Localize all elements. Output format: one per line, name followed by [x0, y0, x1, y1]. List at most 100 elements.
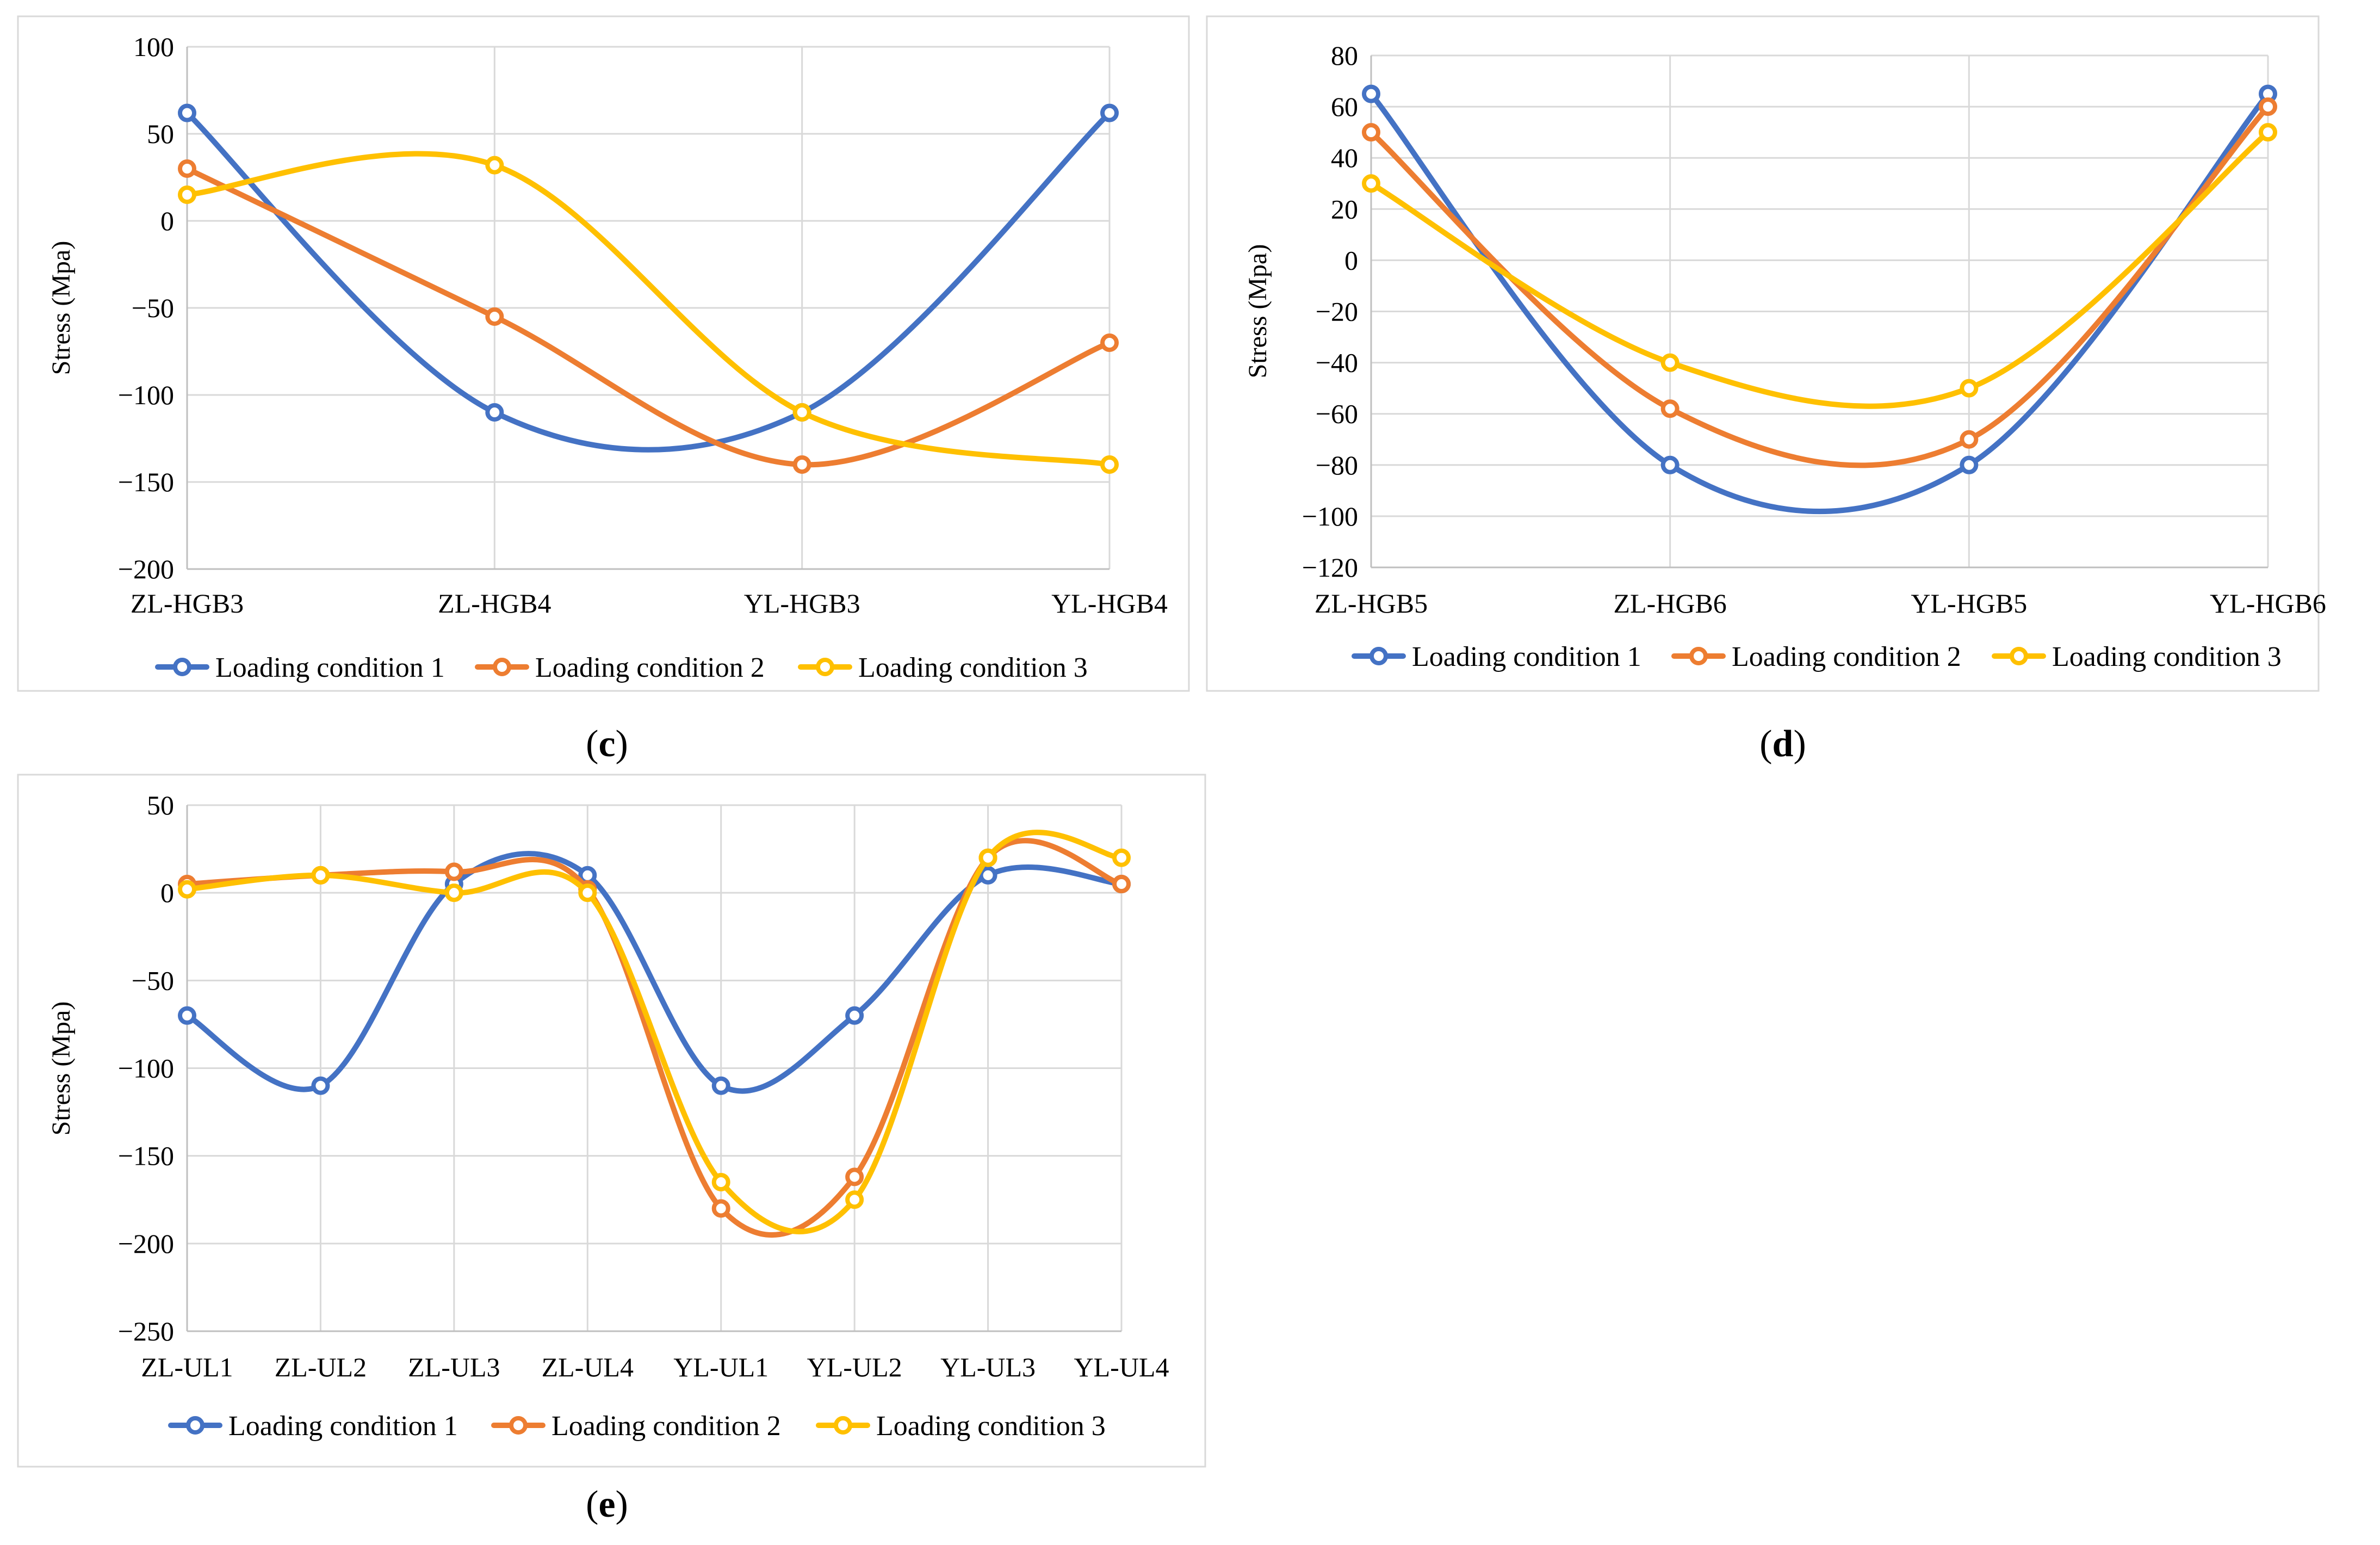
y-tick-label: 100: [133, 32, 174, 62]
y-tick-label: −200: [118, 1228, 174, 1259]
y-tick-label: −50: [132, 293, 174, 323]
data-point: [178, 103, 196, 122]
y-tick-label: 50: [147, 790, 174, 820]
series-line: [184, 151, 1112, 467]
data-point: [444, 883, 463, 903]
data-point: [792, 455, 811, 474]
data-point: [1660, 353, 1679, 372]
legend-label: Loading condition 2: [535, 652, 765, 683]
x-tick-label: YL-HGB6: [2210, 588, 2326, 619]
data-point: [578, 883, 597, 903]
y-tick-label: −100: [118, 380, 174, 410]
y-tick-label: 80: [1331, 40, 1358, 71]
legend-label: Loading condition 1: [228, 1411, 458, 1442]
legend-label: Loading condition 3: [876, 1411, 1106, 1442]
series-loading-condition-3: [178, 151, 1119, 474]
data-point: [485, 156, 504, 175]
y-tick-label: 20: [1331, 194, 1358, 224]
y-tick-label: −50: [132, 965, 174, 996]
chart-panel-e: 50 0 −50 −100 −150 −200 −250 ZL-UL1 ZL-UL2 ZL-UL3…: [17, 774, 1206, 1468]
data-point: [444, 862, 463, 881]
data-point: [178, 186, 196, 204]
data-point: [1960, 379, 1979, 398]
chart-panel-c: 100 50 0 −50 −100 −150 −200 ZL-HGB3 ZL-HGB4 YL-HG…: [17, 15, 1190, 692]
panel-caption: (d): [1759, 723, 1806, 765]
series-loading-condition-2: [178, 159, 1119, 474]
legend-swatch-marker: [509, 1416, 528, 1435]
legend-label: Loading condition 3: [2052, 641, 2282, 672]
data-point: [311, 866, 330, 885]
y-tick-label: −200: [118, 554, 174, 584]
y-tick-label: 0: [1344, 245, 1358, 275]
x-tick-label: YL-HGB3: [744, 588, 860, 619]
series-line: [1368, 104, 2271, 468]
data-point: [845, 1006, 864, 1025]
y-tick-label: −150: [118, 1141, 174, 1171]
data-point: [1660, 399, 1679, 418]
x-tick-label: ZL-HGB4: [438, 588, 551, 619]
legend-swatch-marker: [816, 658, 834, 676]
y-tick-label: −100: [1302, 501, 1358, 532]
chart-panel-d: 80 60 40 20 0 −20 −40 −60 −80 −100 −120 ZL-HGB5 ZL-H…: [1206, 15, 2326, 692]
legend-label: Loading condition 2: [551, 1411, 781, 1442]
panel-caption: (e): [586, 1484, 628, 1525]
data-point: [711, 1173, 730, 1192]
data-point: [1960, 430, 1979, 449]
x-tick-label: ZL-UL3: [408, 1352, 500, 1382]
data-point: [845, 1167, 864, 1186]
x-tick-label: ZL-HGB3: [131, 588, 244, 619]
y-tick-label: −20: [1316, 296, 1358, 327]
y-tick-label: 40: [1331, 143, 1358, 173]
data-point: [978, 866, 997, 885]
legend-swatch-marker: [493, 658, 511, 676]
data-point: [2259, 97, 2277, 116]
series-line: [184, 851, 1124, 1094]
x-tick-label: YL-HGB4: [1051, 588, 1168, 619]
chart-frame: [17, 774, 1206, 1468]
y-tick-label: −100: [118, 1053, 174, 1084]
legend-label: Loading condition 3: [858, 652, 1088, 683]
data-point: [485, 307, 504, 326]
chart-frame: [1206, 15, 2320, 692]
legend-swatch-marker: [186, 1416, 204, 1435]
y-tick-label: 60: [1331, 91, 1358, 122]
legend: Loading condition 1 Loading condition 2 Lo…: [168, 1411, 1106, 1442]
data-point: [1100, 455, 1119, 474]
x-tick-label: YL-UL2: [807, 1352, 902, 1382]
data-point: [845, 1190, 864, 1209]
x-tick-label: ZL-UL4: [542, 1352, 634, 1382]
y-tick-label: −80: [1316, 450, 1358, 480]
data-point: [1112, 848, 1131, 867]
chart-frame: [17, 15, 1190, 692]
y-tick-label: −60: [1316, 399, 1358, 429]
x-tick-label: ZL-UL1: [141, 1352, 233, 1382]
panel-caption: (c): [586, 723, 628, 765]
legend-swatch-marker: [1369, 647, 1388, 665]
data-point: [2259, 123, 2277, 142]
x-tick-label: YL-HGB5: [1911, 588, 2027, 619]
y-axis-title: Stress (Mpa): [47, 1002, 76, 1136]
series-line: [1368, 129, 2271, 409]
data-point: [178, 1006, 196, 1025]
y-tick-label: −150: [118, 467, 174, 497]
data-point: [1660, 455, 1679, 474]
y-tick-label: −250: [118, 1316, 174, 1346]
x-tick-label: ZL-HGB6: [1614, 588, 1727, 619]
data-point: [1100, 103, 1119, 122]
x-tick-label: ZL-HGB5: [1315, 588, 1428, 619]
y-axis-title: Stress (Mpa): [1243, 244, 1272, 379]
series-line: [184, 830, 1124, 1234]
data-point: [711, 1076, 730, 1095]
data-point: [178, 880, 196, 899]
legend-swatch-marker: [173, 658, 191, 676]
series-loading-condition-2: [1362, 97, 2277, 468]
x-tick-label: YL-UL1: [673, 1352, 768, 1382]
y-tick-label: 0: [160, 877, 174, 908]
legend-label: Loading condition 2: [1732, 641, 1961, 672]
series-loading-condition-3: [1362, 123, 2277, 409]
x-tick-label: YL-UL4: [1074, 1352, 1169, 1382]
data-point: [978, 848, 997, 867]
data-point: [1362, 174, 1380, 193]
legend: Loading condition 1 Loading condition 2 Lo…: [155, 652, 1088, 683]
